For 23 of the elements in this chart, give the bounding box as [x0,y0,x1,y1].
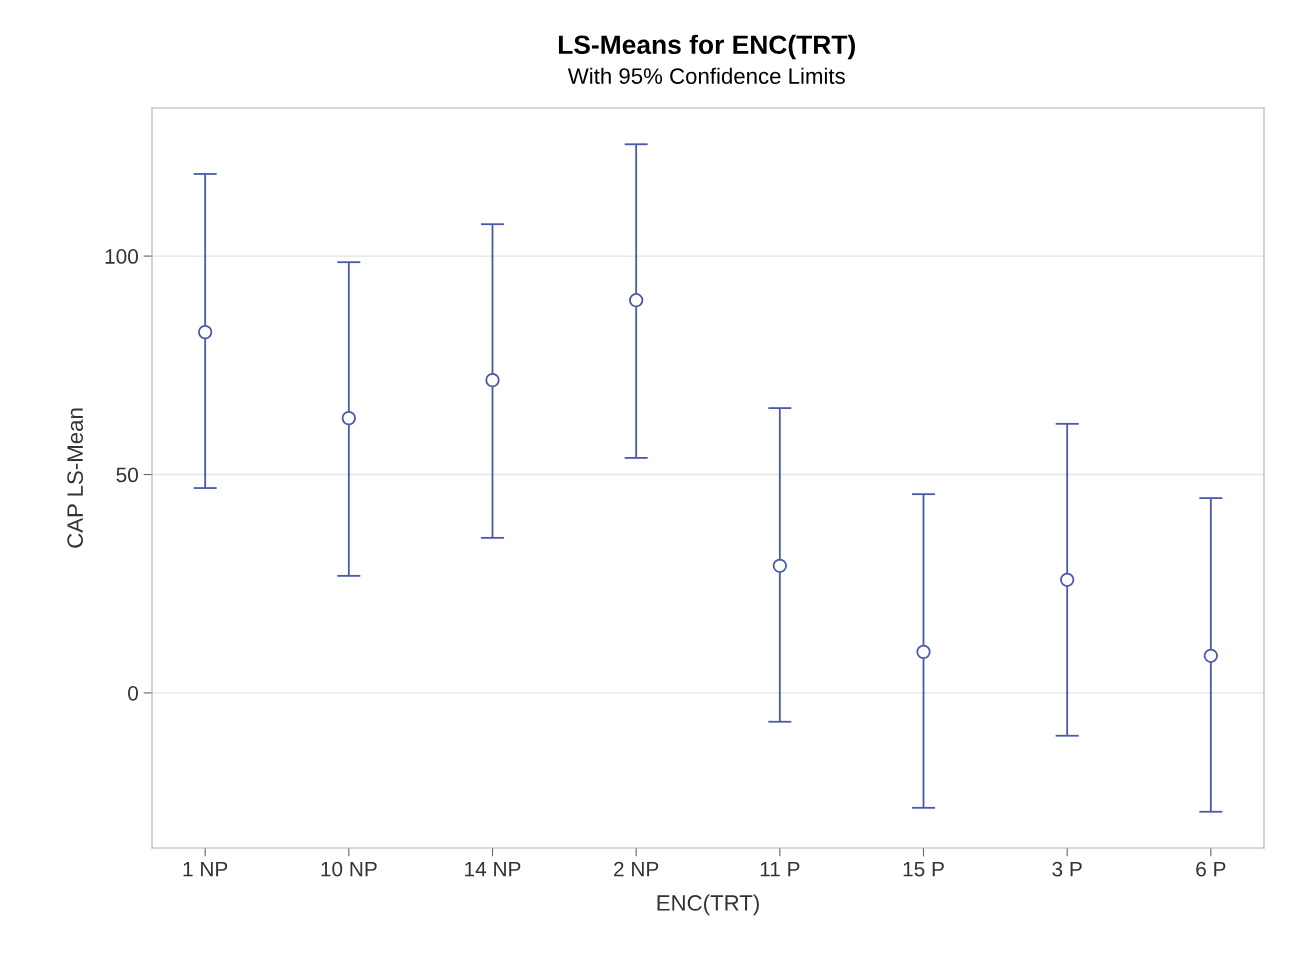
point [629,293,644,308]
point [485,372,500,388]
point [772,558,787,573]
point [916,644,931,660]
x-tick-label: 14 NP [465,861,521,877]
point [1060,572,1075,587]
y-tick-label: 0 [128,685,138,701]
x-tick-label: 1 NP [183,861,228,877]
point [1203,648,1218,663]
x-axis-title: ENC(TRT) [657,894,759,916]
y-tick-label: 50 [116,467,138,483]
x-tick-label: 10 NP [321,861,377,877]
point [341,410,356,426]
x-tick-label: 3 P [1052,861,1082,877]
y-tick-label: 100 [105,249,138,264]
x-tick-label: 6 P [1196,861,1226,877]
point [198,324,213,340]
chart-title: LS-Means for ENC(TRT) [558,34,855,60]
x-tick-label: 15 P [903,861,944,877]
x-tick-label: 11 P [760,861,800,877]
x-tick-label: 2 NP [614,861,659,877]
y-axis-title: CAP LS-Mean [67,408,83,548]
chart-subtitle: With 95% Confidence Limits [567,67,845,84]
